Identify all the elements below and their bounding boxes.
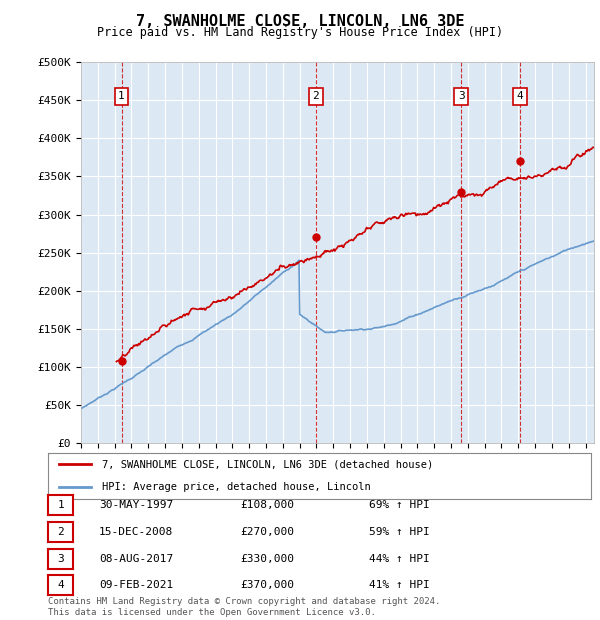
- Text: 1: 1: [57, 500, 64, 510]
- Text: 2: 2: [57, 527, 64, 537]
- Text: 3: 3: [458, 91, 464, 101]
- Text: 7, SWANHOLME CLOSE, LINCOLN, LN6 3DE (detached house): 7, SWANHOLME CLOSE, LINCOLN, LN6 3DE (de…: [103, 459, 434, 469]
- Text: 4: 4: [517, 91, 524, 101]
- Text: 2: 2: [313, 91, 319, 101]
- Text: 09-FEB-2021: 09-FEB-2021: [99, 580, 173, 590]
- Text: 30-MAY-1997: 30-MAY-1997: [99, 500, 173, 510]
- Text: Price paid vs. HM Land Registry's House Price Index (HPI): Price paid vs. HM Land Registry's House …: [97, 26, 503, 39]
- Text: £270,000: £270,000: [240, 527, 294, 537]
- Text: 08-AUG-2017: 08-AUG-2017: [99, 554, 173, 564]
- Text: 3: 3: [57, 554, 64, 564]
- Text: £370,000: £370,000: [240, 580, 294, 590]
- Text: 41% ↑ HPI: 41% ↑ HPI: [369, 580, 430, 590]
- Text: 7, SWANHOLME CLOSE, LINCOLN, LN6 3DE: 7, SWANHOLME CLOSE, LINCOLN, LN6 3DE: [136, 14, 464, 29]
- Text: 59% ↑ HPI: 59% ↑ HPI: [369, 527, 430, 537]
- Text: 15-DEC-2008: 15-DEC-2008: [99, 527, 173, 537]
- Text: 4: 4: [57, 580, 64, 590]
- Text: 44% ↑ HPI: 44% ↑ HPI: [369, 554, 430, 564]
- Text: £108,000: £108,000: [240, 500, 294, 510]
- Text: 69% ↑ HPI: 69% ↑ HPI: [369, 500, 430, 510]
- Text: 1: 1: [118, 91, 125, 101]
- Text: HPI: Average price, detached house, Lincoln: HPI: Average price, detached house, Linc…: [103, 482, 371, 492]
- Text: £330,000: £330,000: [240, 554, 294, 564]
- Text: Contains HM Land Registry data © Crown copyright and database right 2024.
This d: Contains HM Land Registry data © Crown c…: [48, 598, 440, 617]
